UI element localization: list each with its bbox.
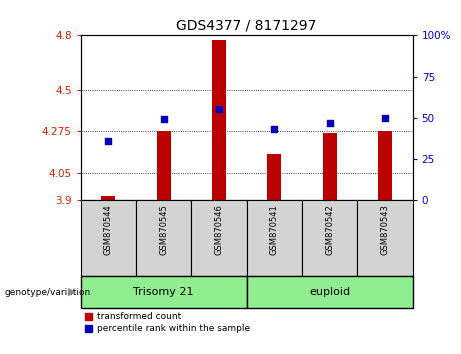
Bar <box>357 200 413 276</box>
Bar <box>267 154 281 200</box>
Bar <box>136 200 191 276</box>
Text: ▶: ▶ <box>68 287 76 297</box>
Text: GSM870544: GSM870544 <box>104 204 113 255</box>
Point <box>215 107 223 112</box>
Bar <box>247 200 302 276</box>
Bar <box>81 276 247 308</box>
Text: Trisomy 21: Trisomy 21 <box>133 287 194 297</box>
Legend: transformed count, percentile rank within the sample: transformed count, percentile rank withi… <box>85 313 250 333</box>
Bar <box>212 40 226 200</box>
Bar <box>302 200 357 276</box>
Text: genotype/variation: genotype/variation <box>5 287 91 297</box>
Bar <box>323 133 337 200</box>
Text: GSM870543: GSM870543 <box>380 204 390 255</box>
Text: euploid: euploid <box>309 287 350 297</box>
Text: GSM870541: GSM870541 <box>270 204 279 255</box>
Point <box>326 120 333 125</box>
Point <box>381 115 389 120</box>
Point <box>160 116 167 122</box>
Bar <box>378 131 392 200</box>
Text: GSM870542: GSM870542 <box>325 204 334 255</box>
Text: GSM870545: GSM870545 <box>159 204 168 255</box>
Bar <box>157 131 171 200</box>
Title: GDS4377 / 8171297: GDS4377 / 8171297 <box>177 19 317 33</box>
Bar <box>191 200 247 276</box>
Text: GSM870546: GSM870546 <box>214 204 224 255</box>
Point <box>271 126 278 132</box>
Bar <box>247 276 413 308</box>
Point <box>105 138 112 144</box>
Bar <box>81 200 136 276</box>
Bar <box>101 196 115 200</box>
